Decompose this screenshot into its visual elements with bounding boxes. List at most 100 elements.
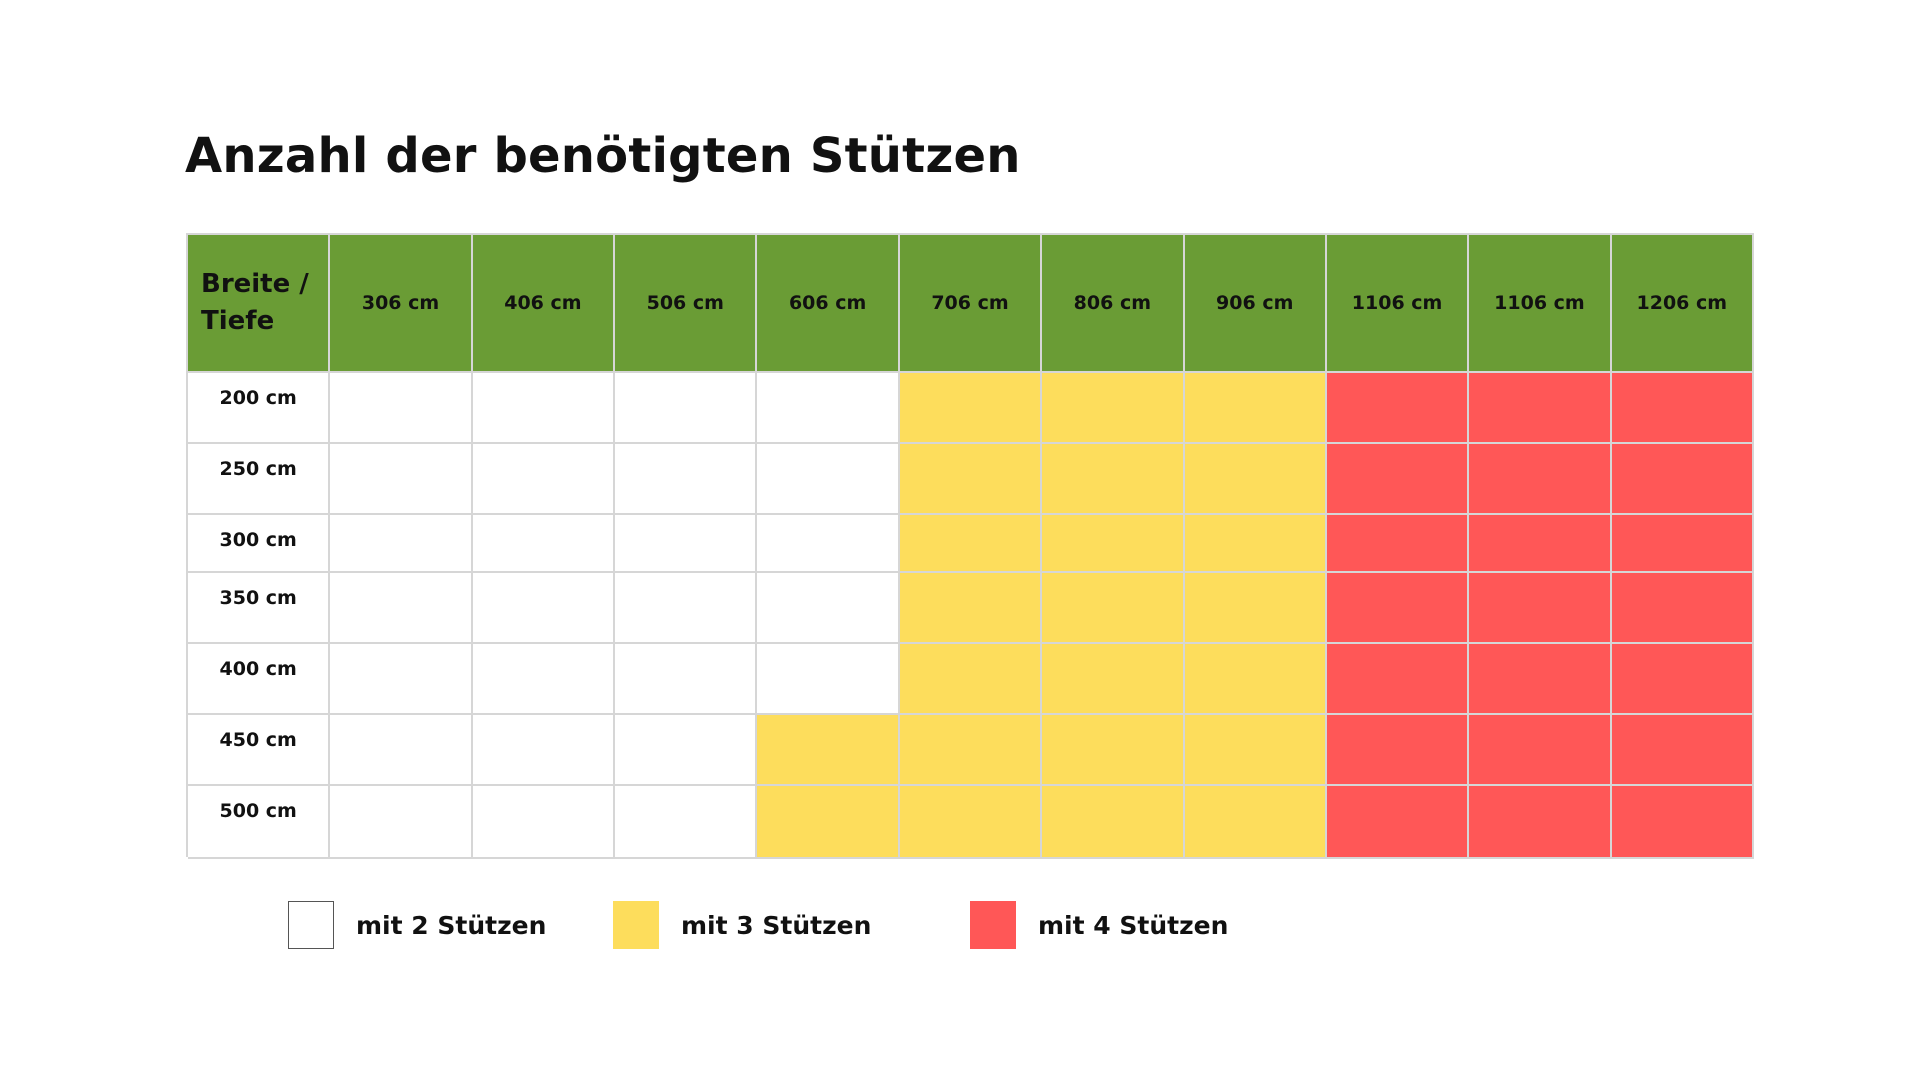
column-header: 406 cm — [472, 235, 616, 373]
table-cell — [472, 715, 616, 786]
table-cell — [1184, 786, 1327, 859]
table-cell — [1469, 444, 1612, 515]
table-cell — [1469, 515, 1612, 573]
table-cell — [1326, 373, 1470, 444]
table-cell — [472, 573, 616, 644]
column-header: 1206 cm — [1611, 235, 1754, 373]
table-cell — [1042, 444, 1185, 515]
table-cell — [1469, 644, 1612, 715]
table-cell — [1469, 786, 1612, 859]
legend-swatch-white — [288, 901, 334, 949]
legend-label: mit 4 Stützen — [1038, 910, 1229, 940]
table-cell — [615, 373, 758, 444]
legend-item-4: mit 4 Stützen — [970, 900, 1228, 950]
table-cell — [330, 573, 473, 644]
table-cell — [1042, 573, 1185, 644]
table-cell — [757, 715, 900, 786]
table-cell — [330, 373, 473, 444]
table-cell — [757, 786, 900, 859]
legend-swatch-red — [970, 901, 1016, 949]
corner-label-line1: Breite / — [201, 269, 309, 299]
table-cell — [615, 573, 758, 644]
column-header: 606 cm — [757, 235, 900, 373]
table-cell — [757, 644, 900, 715]
legend-item-3: mit 3 Stützen — [613, 900, 871, 950]
table-cell — [1611, 444, 1754, 515]
table-cell — [1184, 573, 1327, 644]
table-cell — [1326, 515, 1470, 573]
table-cell — [1611, 373, 1754, 444]
table-cell — [330, 644, 473, 715]
table-cell — [1184, 644, 1327, 715]
table-cell — [330, 715, 473, 786]
table-cell — [1469, 573, 1612, 644]
column-header: 506 cm — [615, 235, 758, 373]
legend-swatch-yellow — [613, 901, 659, 949]
table-cell — [899, 444, 1043, 515]
corner-label-line2: Tiefe — [201, 306, 275, 336]
table-cell — [757, 373, 900, 444]
table-cell — [1611, 573, 1754, 644]
table-cell — [1042, 515, 1185, 573]
column-header: 1106 cm — [1469, 235, 1612, 373]
table-cell — [1042, 715, 1185, 786]
table-cell — [757, 444, 900, 515]
table-cell — [1326, 644, 1470, 715]
row-header: 500 cm — [188, 786, 331, 859]
table-cell — [1042, 644, 1185, 715]
table-cell — [899, 573, 1043, 644]
row-header: 350 cm — [188, 573, 331, 644]
table-cell — [1042, 373, 1185, 444]
table-cell — [1184, 373, 1327, 444]
table-cell — [1611, 515, 1754, 573]
table-cell — [615, 715, 758, 786]
column-header: 906 cm — [1184, 235, 1327, 373]
column-header: 306 cm — [330, 235, 473, 373]
table-cell — [1326, 573, 1470, 644]
column-header: 706 cm — [899, 235, 1043, 373]
legend-label: mit 2 Stützen — [356, 910, 547, 940]
table-cell — [1611, 644, 1754, 715]
table-cell — [1184, 515, 1327, 573]
table-cell — [472, 515, 616, 573]
table-cell — [615, 644, 758, 715]
table-cell — [757, 573, 900, 644]
support-count-table: Breite / Tiefe 306 cm 406 cm 506 cm 606 cm 706… — [186, 233, 1754, 859]
table-cell — [757, 515, 900, 573]
table-cell — [615, 515, 758, 573]
row-header: 250 cm — [188, 444, 331, 515]
table-cell — [1326, 786, 1470, 859]
legend-label: mit 3 Stützen — [681, 910, 872, 940]
table-cell — [1326, 715, 1470, 786]
table-cell — [1611, 786, 1754, 859]
page-title: Anzahl der benötigten Stützen — [185, 128, 1021, 184]
row-header: 450 cm — [188, 715, 331, 786]
row-header: 400 cm — [188, 644, 331, 715]
table-cell — [1469, 373, 1612, 444]
row-header: 200 cm — [188, 373, 331, 444]
table-cell — [472, 373, 616, 444]
column-header: 806 cm — [1042, 235, 1185, 373]
table-cell — [330, 444, 473, 515]
row-header: 300 cm — [188, 515, 331, 573]
table-cell — [899, 786, 1043, 859]
table-cell — [1042, 786, 1185, 859]
table-cell — [899, 373, 1043, 444]
table-cell — [899, 644, 1043, 715]
table-cell — [1469, 715, 1612, 786]
table-cell — [899, 515, 1043, 573]
corner-header: Breite / Tiefe — [188, 235, 331, 373]
table-cell — [1611, 715, 1754, 786]
table-cell — [615, 444, 758, 515]
table-cell — [472, 786, 616, 859]
column-header: 1106 cm — [1326, 235, 1470, 373]
table-cell — [330, 786, 473, 859]
table-cell — [472, 444, 616, 515]
table-cell — [1184, 715, 1327, 786]
table-cell — [330, 515, 473, 573]
table-cell — [899, 715, 1043, 786]
table-cell — [472, 644, 616, 715]
table-cell — [615, 786, 758, 859]
legend-item-2: mit 2 Stützen — [288, 900, 546, 950]
table-cell — [1326, 444, 1470, 515]
